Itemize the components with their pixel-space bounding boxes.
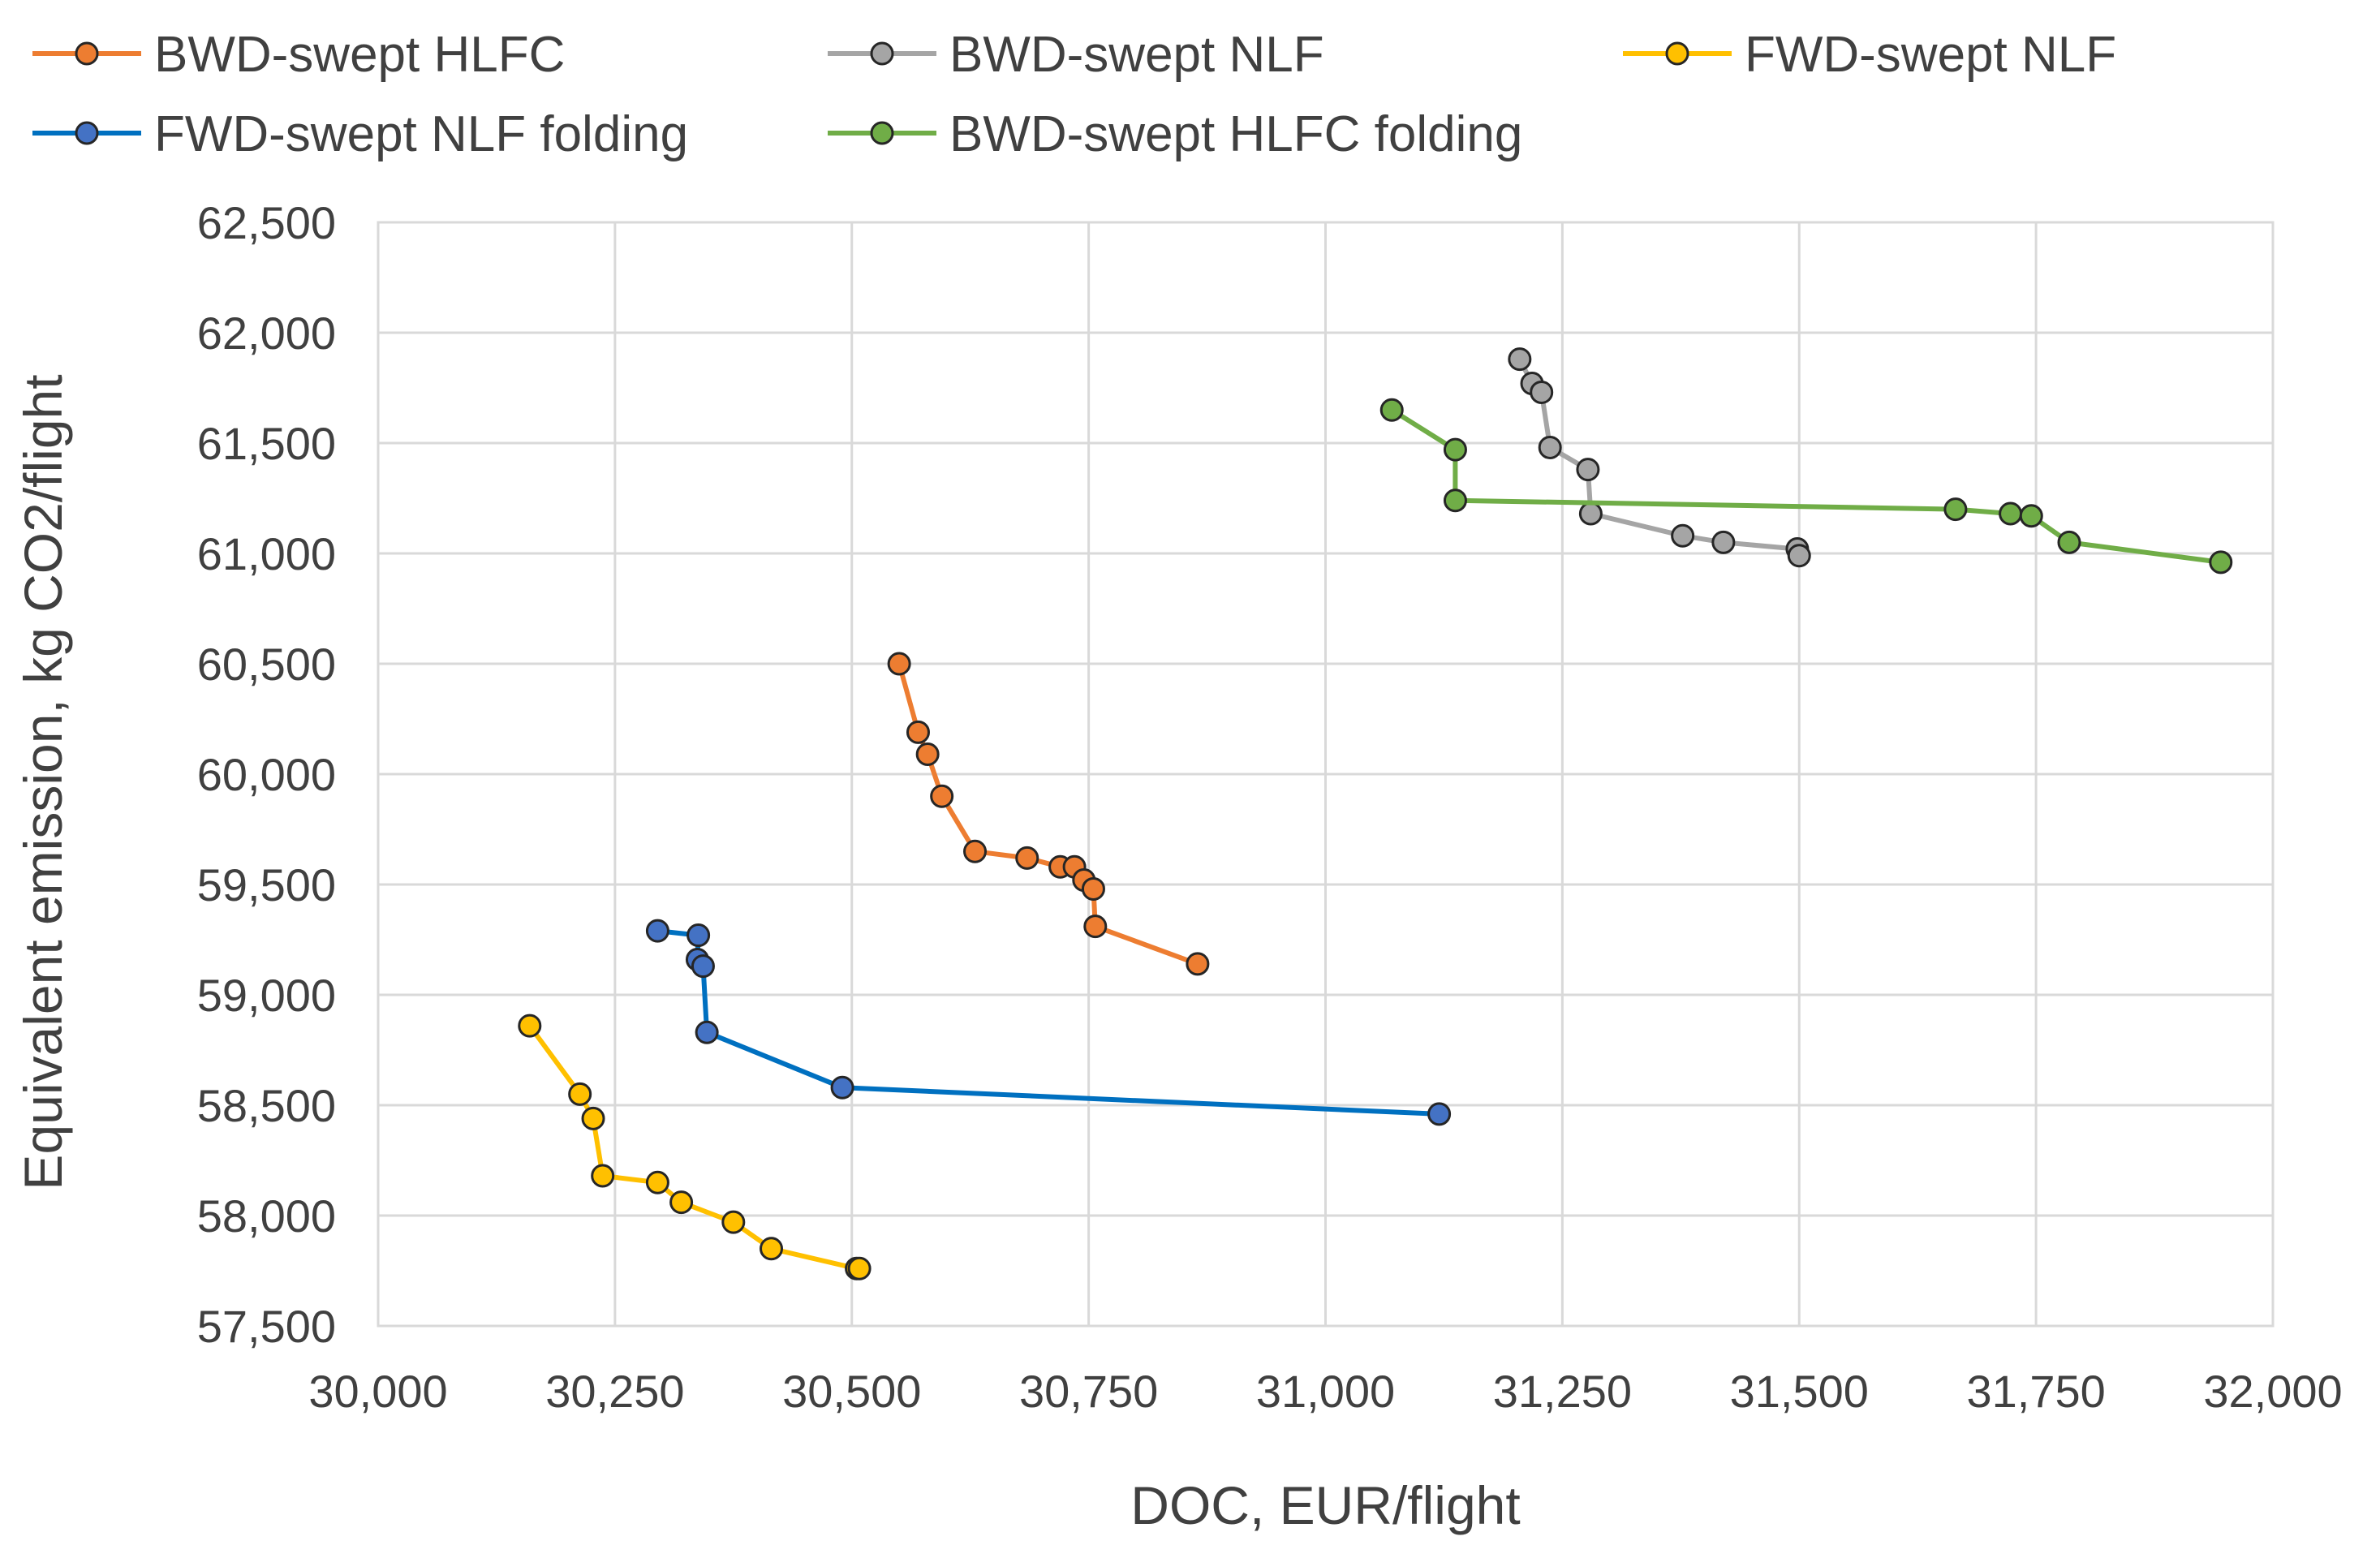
legend-label: FWD-swept NLF folding [154,106,688,162]
series-line [527,1024,860,1272]
data-point [2019,504,2043,528]
legend-item-0: BWD-swept HLFC [32,27,565,83]
y-axis-ticks: 57,500 58,000 58,500 59,000 59,500 60,000 60,5… [197,197,336,1352]
x-tick-label: 31,250 [1493,1366,1632,1417]
legend-marker [75,41,99,66]
legend-item-4: BWD-swept HLFC folding [828,106,1522,162]
x-tick-label: 30,250 [545,1366,684,1417]
x-tick-label: 31,000 [1256,1366,1395,1417]
legend-label: FWD-swept NLF [1745,27,2116,83]
data-point [1671,523,1695,548]
legend-item-1: BWD-swept NLF [828,27,1324,83]
plot-area [377,221,2275,1328]
data-point [830,1075,854,1100]
data-point [1787,544,1811,568]
y-tick-label: 60,500 [197,639,336,690]
series-0 [887,652,1210,976]
data-point [1576,458,1600,482]
data-point [686,923,711,948]
data-point [669,1190,694,1215]
legend-label: BWD-swept NLF [949,27,1324,83]
x-axis-ticks: 30,000 30,250 30,500 30,750 31,000 31,250 31,5… [308,1366,2342,1417]
data-point [1538,435,1562,459]
series-3 [645,919,1452,1126]
data-point [1999,501,2023,526]
y-tick-label: 58,000 [197,1190,336,1242]
legend-item-3: FWD-swept NLF folding [32,106,688,162]
data-point [1015,846,1039,870]
data-point [887,652,911,676]
legend-label: BWD-swept HLFC folding [949,106,1522,162]
y-tick-label: 61,000 [197,528,336,579]
data-point [1578,501,1603,526]
x-tick-label: 31,750 [1966,1366,2105,1417]
y-tick-label: 62,500 [197,197,336,248]
data-point [591,1164,615,1188]
data-point [760,1237,784,1261]
data-point [2209,550,2233,575]
y-tick-label: 60,000 [197,749,336,800]
x-tick-label: 30,500 [782,1366,921,1417]
data-point [1379,398,1404,422]
data-point [1508,347,1532,372]
data-point [518,1014,542,1038]
y-tick-label: 62,000 [197,308,336,359]
x-tick-label: 32,000 [2203,1366,2342,1417]
data-point [906,720,930,744]
data-point [695,1020,719,1044]
data-point [930,784,954,808]
data-point [645,919,669,943]
x-tick-label: 31,500 [1730,1366,1869,1417]
data-point [1081,876,1105,901]
data-point [1530,380,1554,404]
y-axis-title: Equivalent emission, kg CO2/flight [13,374,73,1190]
plot-border [377,221,2275,1328]
y-tick-label: 61,500 [197,418,336,469]
legend-marker [870,41,894,66]
y-tick-label: 59,500 [197,859,336,910]
data-point [1943,497,1968,522]
data-point [721,1210,746,1234]
data-point [1427,1102,1452,1126]
series-1 [1508,347,1811,568]
data-point [1711,530,1736,554]
series-4 [1379,398,2233,575]
data-point [645,1170,669,1194]
data-point [963,839,988,863]
x-axis-title: DOC, EUR/flight [1130,1475,1520,1535]
legend: BWD-swept HLFC BWD-swept NLF FWD-swept NLF… [32,27,2116,162]
data-point [568,1082,592,1106]
data-point [581,1106,605,1130]
data-point [1186,952,1210,976]
data-point [1443,488,1467,513]
legend-marker [1665,41,1689,66]
data-point [1443,437,1467,462]
data-point [1083,915,1108,939]
series-layer [518,347,2233,1280]
x-tick-label: 30,750 [1019,1366,1158,1417]
legend-marker [870,121,894,145]
series-2 [518,1014,872,1280]
data-point [2057,530,2081,554]
legend-item-2: FWD-swept NLF [1623,27,2116,83]
y-tick-label: 59,000 [197,970,336,1021]
data-point [847,1256,872,1280]
x-tick-label: 30,000 [308,1366,447,1417]
legend-marker [75,121,99,145]
legend-label: BWD-swept HLFC [154,27,565,83]
y-tick-label: 58,500 [197,1080,336,1131]
data-point [691,954,715,979]
data-point [915,742,940,767]
y-tick-label: 57,500 [197,1301,336,1352]
